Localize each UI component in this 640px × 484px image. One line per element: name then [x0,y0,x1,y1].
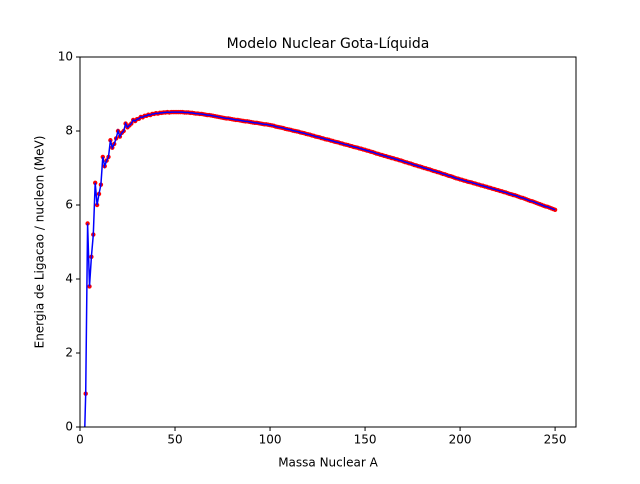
axes-frame [79,56,577,428]
x-tick-label: 100 [259,433,282,447]
y-tick-label: 2 [65,346,73,360]
x-tick-label: 50 [167,433,182,447]
plot-area [82,109,558,466]
chart-title: Modelo Nuclear Gota-Líquida [227,36,430,52]
x-tick-label: 0 [76,433,84,447]
x-tick-label: 150 [354,433,377,447]
y-tick-label: 6 [65,198,73,212]
x-axis-label: Massa Nuclear A [278,456,378,470]
x-tick-label: 200 [449,433,472,447]
y-tick-label: 8 [65,124,73,138]
data-point [82,462,86,466]
x-tick-label: 250 [544,433,567,447]
y-tick-label: 4 [65,272,73,286]
y-tick-label: 10 [58,50,73,64]
data-line [84,111,556,427]
y-axis-label: Energia de Ligacao / nucleon (MeV) [33,136,47,349]
y-tick-label: 0 [65,420,73,434]
